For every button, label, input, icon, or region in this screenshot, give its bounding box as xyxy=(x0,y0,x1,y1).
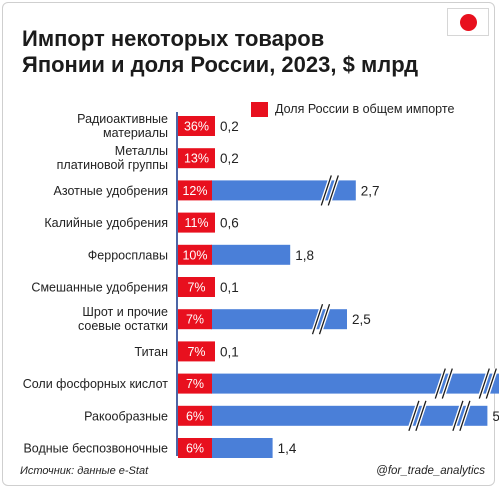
card-frame xyxy=(2,2,495,486)
import-bar xyxy=(211,405,488,426)
russia-share-label: 10% xyxy=(182,248,207,262)
russia-share-label: 7% xyxy=(187,345,205,359)
russia-share-label: 12% xyxy=(182,184,207,198)
import-bar xyxy=(211,244,291,265)
value-label: 0,1 xyxy=(220,344,239,359)
russia-share-label: 13% xyxy=(184,152,209,166)
category-label: Азотные удобрения xyxy=(54,184,168,198)
russia-share-box xyxy=(178,373,212,394)
chart-title: Импорт некоторых товаров Японии и доля Р… xyxy=(22,26,442,78)
russia-share-label: 6% xyxy=(186,409,204,423)
value-label: 1,4 xyxy=(278,441,297,456)
category-label: Металлы xyxy=(115,144,168,158)
value-label: 0,6 xyxy=(220,216,239,231)
category-label: Калийные удобрения xyxy=(44,216,168,230)
import-bar xyxy=(211,373,499,394)
import-bar xyxy=(211,309,347,330)
russia-share-box xyxy=(178,244,212,265)
value-label: 0,2 xyxy=(220,151,239,166)
russia-share-label: 7% xyxy=(186,313,204,327)
value-label: 0,2 xyxy=(220,119,239,134)
russia-share-label: 7% xyxy=(187,281,205,295)
legend-swatch-russia-share xyxy=(251,101,268,117)
category-label: соевые остатки xyxy=(78,319,168,333)
category-label: Титан xyxy=(134,345,168,359)
russia-share-label: 7% xyxy=(186,377,204,391)
category-label: Шрот и прочие xyxy=(82,305,168,319)
import-bar xyxy=(211,180,356,201)
russia-share-box xyxy=(178,277,215,297)
value-label: 2,7 xyxy=(361,183,380,198)
russia-share-box xyxy=(178,438,212,458)
russia-share-box xyxy=(178,116,215,136)
axis-break-mark xyxy=(318,303,331,335)
russia-share-box xyxy=(178,309,212,330)
axis-break-mark xyxy=(320,175,332,206)
axis-break-mark xyxy=(415,400,427,432)
axis-break-mark xyxy=(327,175,339,206)
russia-share-box xyxy=(178,180,212,201)
category-label: Соли фосфорных кислот xyxy=(23,377,169,391)
category-label: Радиоактивные xyxy=(77,112,168,126)
source-note: Источник: данные e-Stat xyxy=(20,465,149,477)
value-label: 1,8 xyxy=(295,248,314,263)
category-label: Ракообразные xyxy=(84,409,168,423)
japan-flag-icon xyxy=(447,8,489,36)
axis-break-mark xyxy=(311,303,324,335)
author-handle: @for_trade_analytics xyxy=(376,465,485,477)
flag-sun xyxy=(460,14,477,31)
legend-label: Доля России в общем импорте xyxy=(275,102,455,116)
axis-break-mark xyxy=(441,368,453,399)
import-bar xyxy=(211,438,273,458)
axis-break-mark xyxy=(478,368,490,399)
russia-share-box xyxy=(178,405,212,426)
category-label: материалы xyxy=(103,126,168,140)
legend: Доля России в общем импорте xyxy=(251,101,454,117)
category-label: платиновой группы xyxy=(57,158,168,172)
russia-share-box xyxy=(178,212,215,233)
axis-break-mark xyxy=(434,368,446,399)
axis-break-mark xyxy=(452,400,464,432)
russia-share-label: 6% xyxy=(186,442,204,456)
russia-share-label: 36% xyxy=(184,120,209,134)
value-label: 5,1 xyxy=(492,409,499,424)
value-label: 0,1 xyxy=(220,280,239,295)
russia-share-box xyxy=(178,148,215,169)
value-label: 2,5 xyxy=(352,312,371,327)
chart-title-line-1: Импорт некоторых товаров xyxy=(22,26,325,51)
category-label: Ферросплавы xyxy=(88,248,168,262)
category-label: Смешанные удобрения xyxy=(31,281,168,295)
category-label: Водные беспозвоночные xyxy=(23,442,168,456)
russia-share-box xyxy=(178,341,215,362)
axis-break-mark xyxy=(408,400,420,432)
axis-break-mark xyxy=(485,368,497,399)
axis-break-mark xyxy=(459,400,471,432)
chart-title-line-2: Японии и доля России, 2023, $ млрд xyxy=(22,52,419,77)
russia-share-label: 11% xyxy=(184,216,208,230)
